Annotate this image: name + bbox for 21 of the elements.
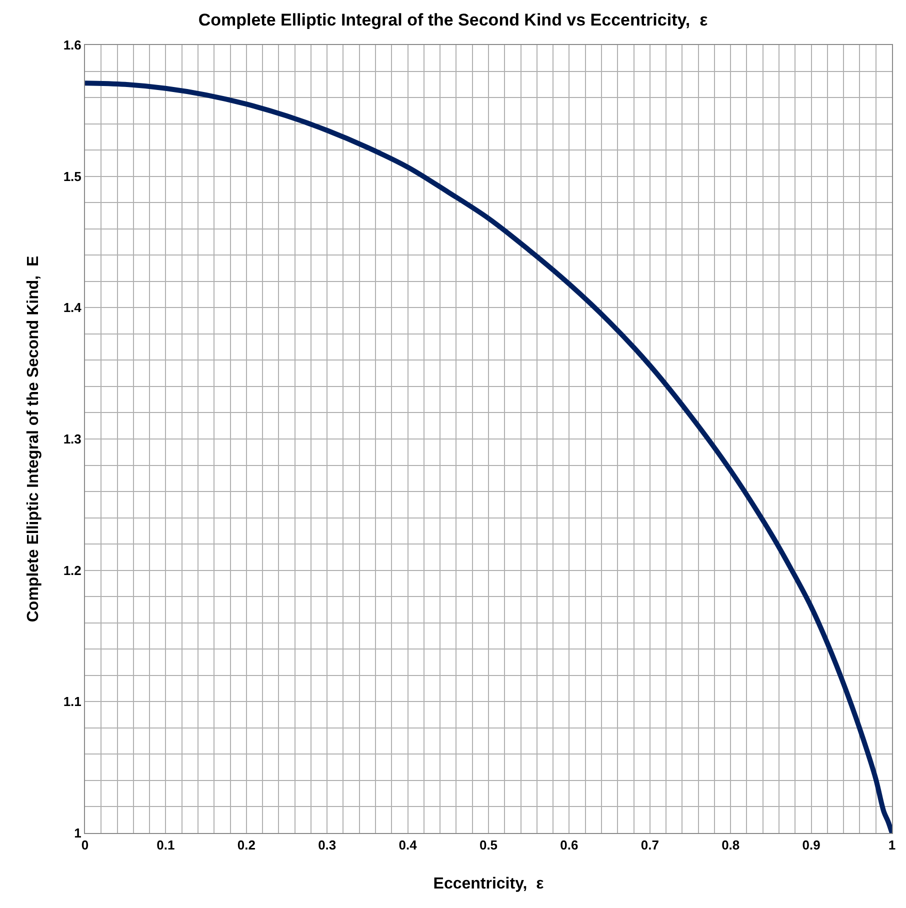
y-tick-label: 1.3 xyxy=(63,432,82,447)
x-tick-label: 0.8 xyxy=(722,838,740,853)
y-tick-label: 1.6 xyxy=(63,38,82,53)
y-tick-label: 1.4 xyxy=(63,300,82,316)
chart-title: Complete Elliptic Integral of the Second Kind vs Eccentricity, ε xyxy=(198,10,708,30)
y-tick-label: 1 xyxy=(74,826,82,841)
x-axis-title: Eccentricity, ε xyxy=(433,875,544,892)
x-tick-label: 0.4 xyxy=(398,838,418,853)
x-tick-label: 0.1 xyxy=(156,838,175,853)
y-tick-label: 1.5 xyxy=(63,168,82,184)
x-tick-label: 0.5 xyxy=(479,838,498,853)
x-tick-label: 0.7 xyxy=(640,838,659,853)
x-tick-label: 0 xyxy=(81,838,89,853)
y-tick-label: 1.1 xyxy=(63,694,82,710)
y-tick-label: 1.2 xyxy=(63,562,82,578)
x-tick-label: 0.2 xyxy=(237,838,256,853)
y-axis-title: Complete Elliptic Integral of the Second Kind, E xyxy=(25,256,42,622)
x-tick-label: 0.9 xyxy=(802,838,820,853)
x-tick-label: 0.6 xyxy=(560,838,578,853)
x-tick-label: 0.3 xyxy=(318,838,336,853)
x-tick-label: 1 xyxy=(888,838,896,853)
